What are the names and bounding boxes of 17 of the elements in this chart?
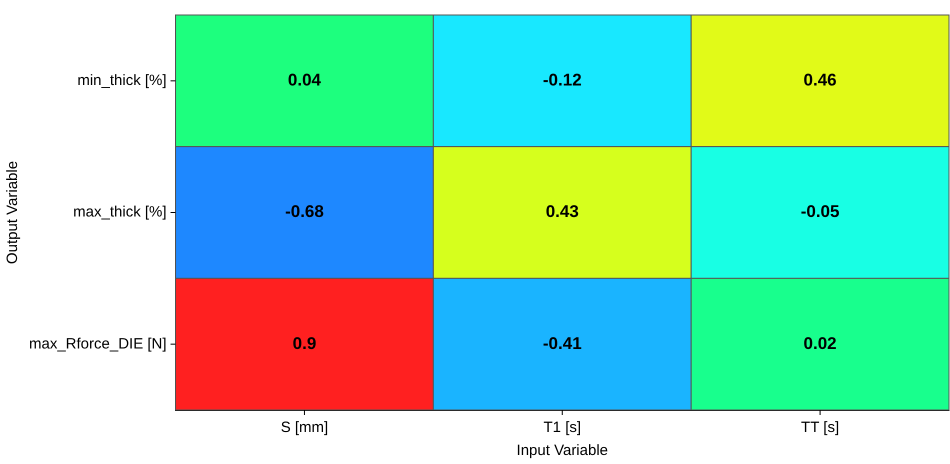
data-label: 0.04 <box>288 70 322 90</box>
data-label: -0.05 <box>800 202 840 222</box>
y-tick-label: min_thick [%] <box>77 72 167 89</box>
y-tick-label: max_Rforce_DIE [N] <box>28 335 167 352</box>
data-label: -0.68 <box>285 202 324 222</box>
data-label: 0.43 <box>546 202 579 222</box>
x-tick-label: T1 [s] <box>544 419 582 436</box>
data-label: 0.46 <box>804 70 837 90</box>
data-label: 0.9 <box>292 334 316 353</box>
x-axis-title: Input Variable <box>516 442 608 460</box>
data-label: 0.02 <box>804 334 837 353</box>
data-label: -0.12 <box>542 70 582 90</box>
y-axis-title: Output Variable <box>4 160 22 264</box>
x-tick-label: TT [s] <box>801 419 840 436</box>
data-label: -0.41 <box>542 334 582 353</box>
y-tick-label: max_thick [%] <box>73 204 167 221</box>
x-tick-label: S [mm] <box>280 419 328 436</box>
